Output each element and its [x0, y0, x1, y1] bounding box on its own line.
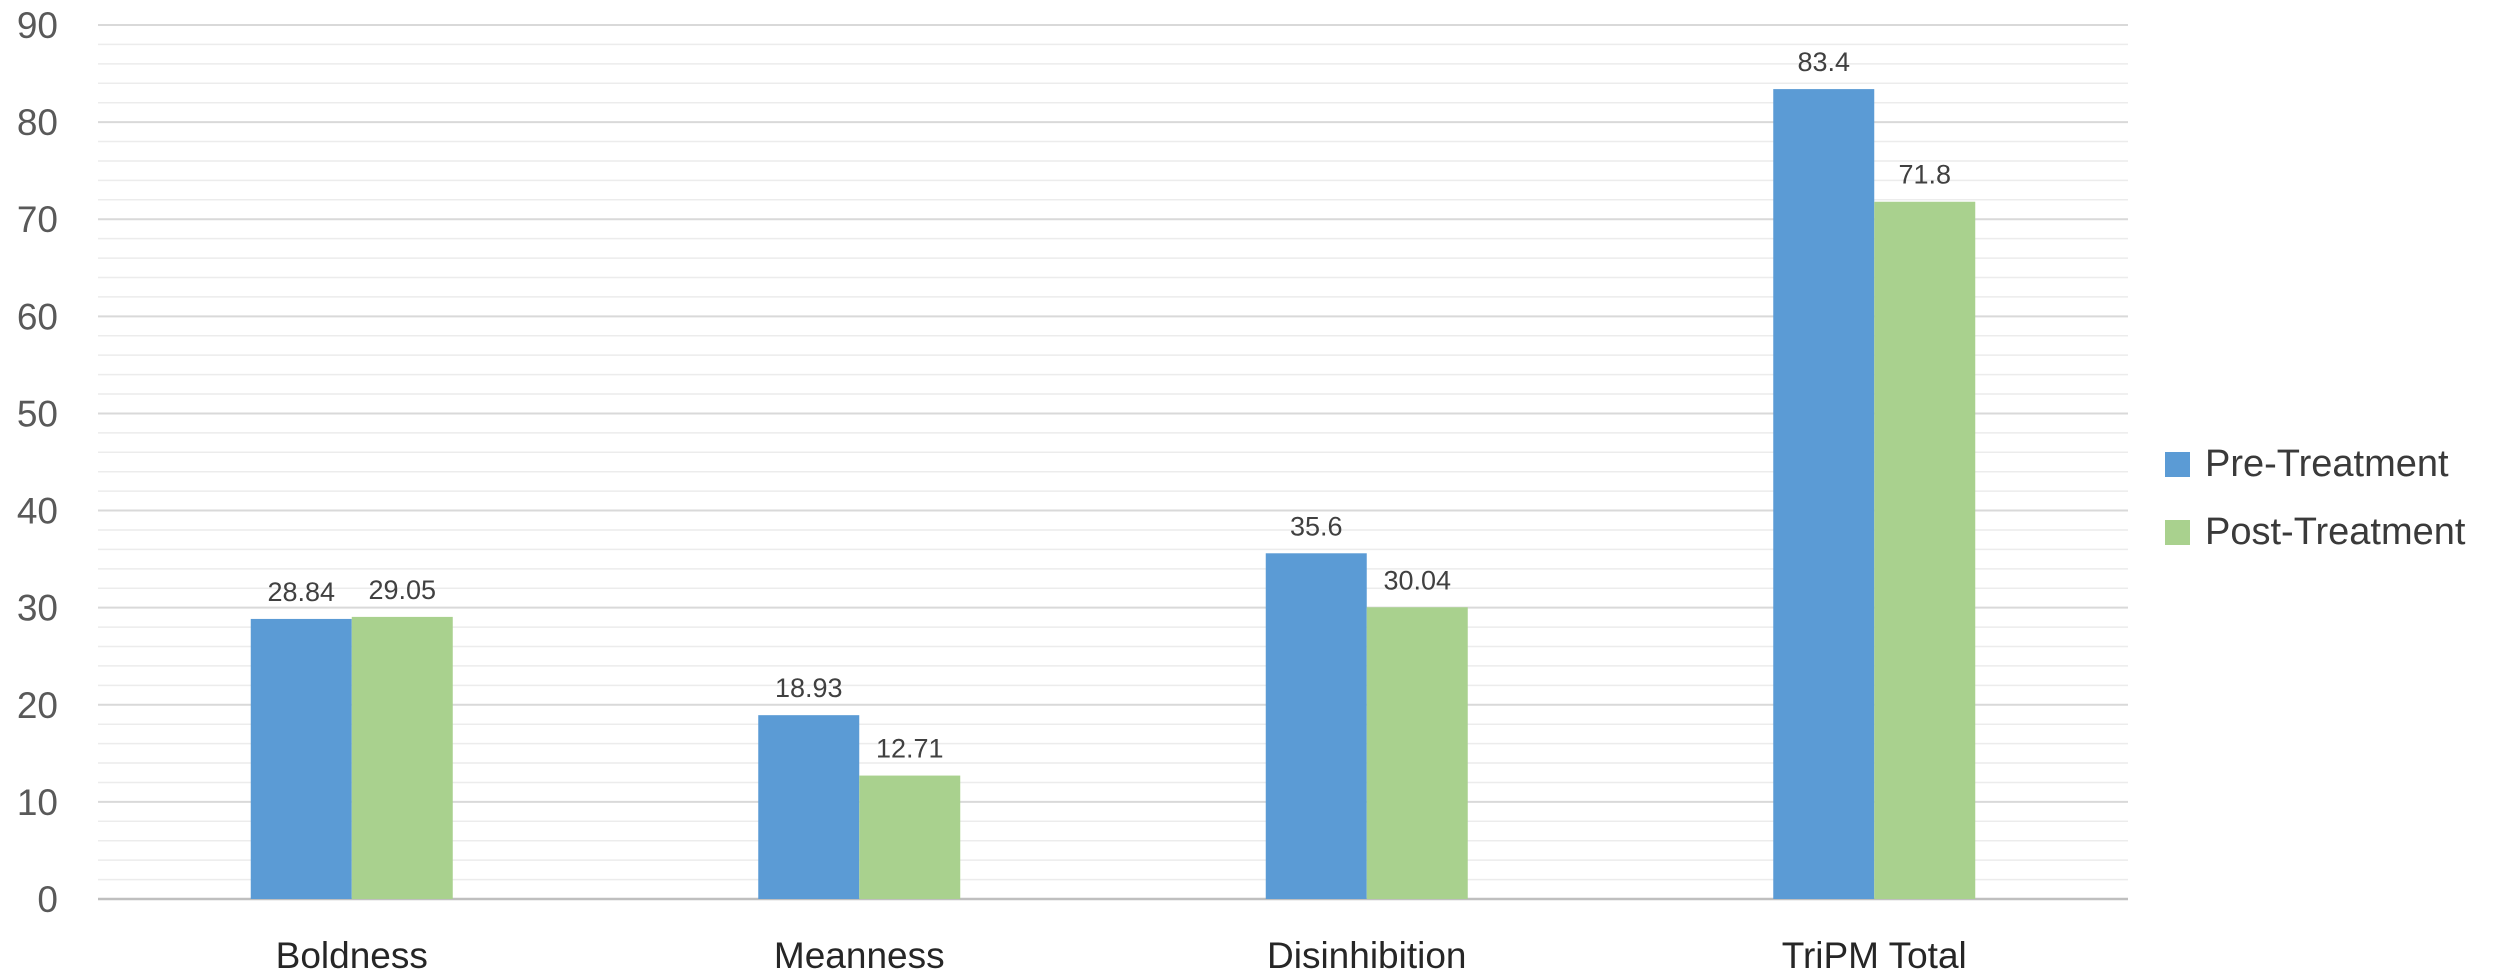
y-tick-label: 30 [17, 588, 58, 629]
y-axis: 0 10 20 30 40 50 60 70 80 90 [17, 5, 58, 920]
bar-tripm-total-pre-treatment [1773, 89, 1875, 900]
data-label: 18.93 [775, 673, 843, 703]
x-tick-label: Meanness [774, 935, 945, 973]
y-tick-label: 70 [17, 199, 58, 240]
data-label: 12.71 [876, 734, 944, 764]
data-label: 71.8 [1898, 160, 1951, 190]
data-label: 83.4 [1797, 47, 1850, 77]
data-labels: 28.84 29.05 18.93 12.71 35.6 30.04 83.4 71.8 [267, 47, 1951, 763]
x-tick-label: TriPM Total [1782, 935, 1967, 973]
bar-disinhibition-post-treatment [1366, 607, 1468, 899]
bar-disinhibition-pre-treatment [1265, 553, 1367, 899]
y-tick-label: 0 [37, 879, 58, 920]
bar-boldness-pre-treatment [250, 618, 352, 899]
data-label: 29.05 [368, 575, 436, 605]
y-tick-label: 90 [17, 5, 58, 46]
y-tick-label: 40 [17, 491, 58, 532]
bar-meanness-pre-treatment [758, 715, 860, 899]
x-axis: Boldness Meanness Disinhibition TriPM Total [276, 935, 1967, 973]
y-tick-label: 80 [17, 102, 58, 143]
legend-label-pre-treatment: Pre-Treatment [2205, 442, 2449, 485]
data-label: 30.04 [1383, 565, 1451, 595]
bar-meanness-post-treatment [859, 775, 961, 899]
legend-label-post-treatment: Post-Treatment [2205, 510, 2466, 553]
y-tick-label: 50 [17, 393, 58, 434]
legend-swatch-pre-treatment [2165, 451, 2190, 477]
bar-boldness-post-treatment [351, 616, 453, 899]
legend: Pre-Treatment Post-Treatment [2165, 430, 2465, 566]
bars [250, 89, 1976, 900]
x-tick-label: Boldness [276, 935, 428, 973]
legend-swatch-post-treatment [2165, 519, 2190, 545]
bar-tripm-total-post-treatment [1874, 201, 1976, 900]
y-tick-label: 20 [17, 685, 58, 726]
data-label: 28.84 [267, 577, 335, 607]
legend-item-pre-treatment: Pre-Treatment [2165, 430, 2465, 498]
y-tick-label: 60 [17, 296, 58, 337]
data-label: 35.6 [1290, 511, 1343, 541]
x-tick-label: Disinhibition [1267, 935, 1467, 973]
y-tick-label: 10 [17, 782, 58, 823]
legend-item-post-treatment: Post-Treatment [2165, 498, 2465, 566]
